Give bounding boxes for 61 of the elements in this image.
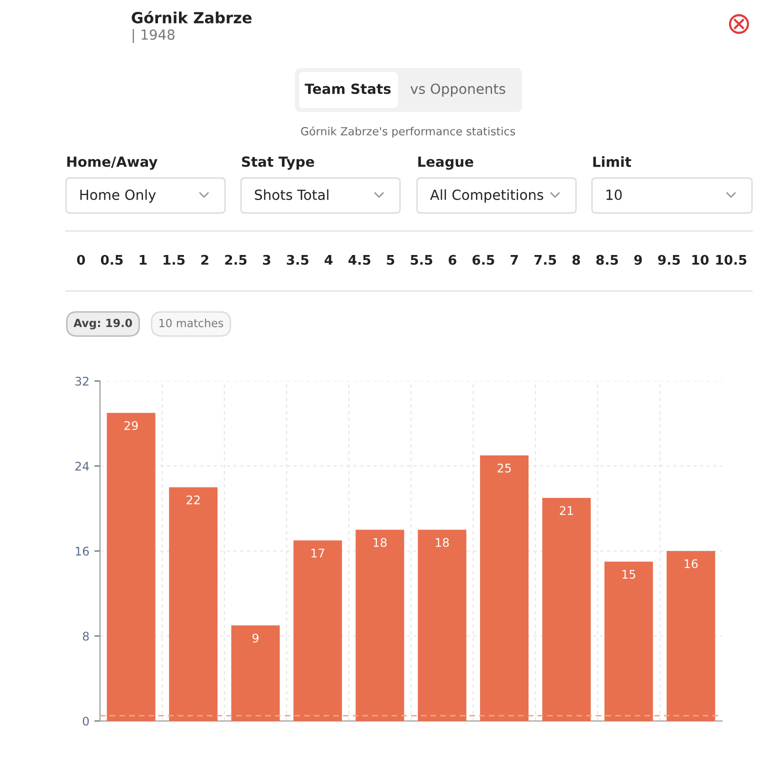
text: All Competitions [430,189,544,203]
text: 1.5 [164,255,185,265]
data-label: 18 [436,538,449,547]
text: 5.5 [410,255,432,265]
y-tick-label: 16 [76,546,89,556]
text: 10 matches [160,318,224,328]
text: Avg: 19.0 [73,318,132,330]
text: 9.5 [658,254,680,265]
data-label: 29 [124,421,138,430]
text: Stat Type [242,156,314,170]
y-tick-label: 0 [82,716,89,726]
data-label: 16 [684,559,698,568]
data-label: 9 [252,634,258,643]
bar [542,498,591,721]
text: 6.5 [472,254,494,265]
text: vs Opponents [410,84,506,97]
text: 8.5 [596,254,618,265]
text: Home/Away [67,156,158,170]
data-label: 18 [374,538,387,547]
chart-subtitle: | 1948 [132,29,174,43]
text: 10.5 [716,254,746,265]
text: 3 [263,254,270,265]
text: 6 [448,254,456,265]
data-label: 21 [560,506,573,515]
bar [231,625,280,721]
bar [293,540,342,721]
text: League [418,156,474,170]
y-tick-label: 32 [75,376,88,386]
data-label: 17 [311,548,324,558]
bar [480,455,529,721]
chart-title: Górnik Zabrze [132,10,252,24]
bar [666,551,716,721]
bar [418,530,466,721]
bar [356,530,404,721]
text: 7.5 [534,255,556,265]
text: 3.5 [286,254,308,265]
bar [106,412,156,721]
y-tick-label: 24 [75,462,89,470]
text: Shots Total [254,189,328,200]
text: 1 [140,255,147,265]
data-label: 22 [186,495,200,504]
text: 7 [510,255,518,265]
text: 4 [324,255,333,265]
data-label: 15 [622,570,636,579]
text: 10 [692,254,709,265]
text: 9 [634,254,642,265]
text: 5 [386,255,394,265]
text: 8 [572,254,580,265]
data-label: 25 [498,464,511,473]
y-tick-label: 8 [82,632,89,641]
text: 10 [606,190,622,200]
bar [604,562,653,721]
text: 4.5 [348,255,370,265]
text: 2 [201,254,208,265]
text: 0.5 [100,254,123,265]
text: Home Only [80,189,156,203]
bar [169,487,218,721]
text: Górnik Zabrze's performance statistics [301,126,516,138]
text: 2.5 [225,254,247,265]
text: Limit [593,156,632,167]
text: Team Stats [304,84,391,94]
